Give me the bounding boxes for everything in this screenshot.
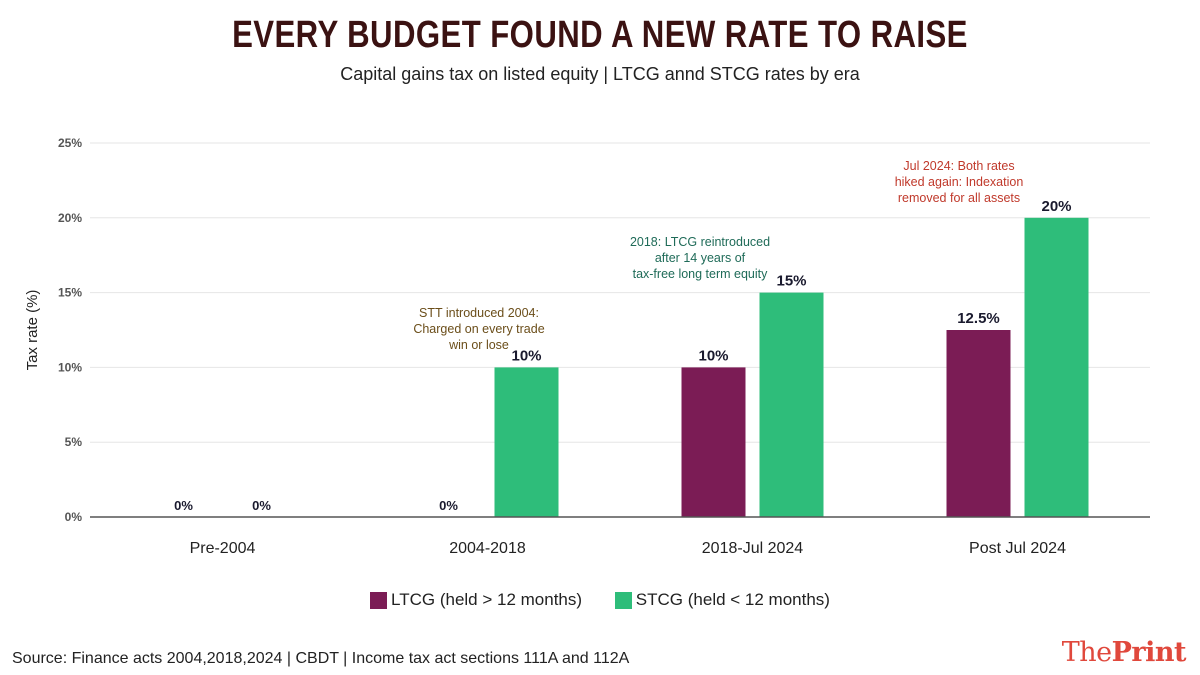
x-tick-label: 2004-2018 [449,540,526,557]
data-label: 0% [174,498,193,513]
legend-item-ltcg: LTCG (held > 12 months) [370,590,582,610]
y-tick-label: 25% [58,136,82,150]
data-label: 20% [1041,198,1071,215]
bar-stcg [494,367,559,517]
annotation-line: tax-free long term equity [633,267,769,281]
annotation-line: Jul 2024: Both rates [903,159,1014,173]
y-tick-label: 20% [58,211,82,225]
legend-swatch-ltcg [370,591,388,609]
x-tick-label: Post Jul 2024 [969,540,1066,557]
x-tick-label: Pre-2004 [190,540,256,557]
chart-title: EVERY BUDGET FOUND A NEW RATE TO RAISE [232,14,968,56]
source-note: Source: Finance acts 2004,2018,2024 | CB… [12,650,630,667]
bar-ltcg [946,330,1011,517]
bar-stcg [759,292,824,517]
brand-logo: ThePrint [1061,637,1187,668]
y-tick-label: 10% [58,360,82,374]
logo-the: The [1061,637,1112,668]
annotation-line: hiked again: Indexation [895,175,1024,189]
x-tick-label: 2018-Jul 2024 [702,540,804,557]
data-label: 0% [252,498,271,513]
y-tick-label: 5% [65,435,83,449]
data-label: 12.5% [957,310,1000,327]
chart-subtitle: Capital gains tax on listed equity | LTC… [340,64,860,84]
data-label: 0% [439,498,458,513]
annotation-line: after 14 years of [655,251,746,265]
bar-ltcg [681,367,746,517]
logo-print: Print [1111,637,1187,668]
legend: LTCG (held > 12 months) STCG (held < 12 … [0,590,1200,614]
legend-swatch-stcg [614,591,632,609]
annotation-line: STT introduced 2004: [419,306,539,320]
bar-chart: 0% 5% 10% 15% 20% 25% Tax rate (%) 0% 0% Pre-2004… [24,136,1150,557]
y-tick-label: 0% [65,510,83,524]
annotation-line: removed for all assets [898,191,1020,205]
legend-label-stcg: STCG (held < 12 months) [635,590,830,609]
legend-item-stcg: STCG (held < 12 months) [614,590,830,610]
y-axis-label: Tax rate (%) [24,290,41,371]
annotation-line: 2018: LTCG reintroduced [630,235,770,249]
legend-label-ltcg: LTCG (held > 12 months) [391,590,583,609]
data-label: 15% [776,273,806,290]
annotation-line: Charged on every trade [413,322,544,336]
data-label: 10% [698,347,728,364]
bar-stcg [1024,217,1089,518]
y-tick-label: 15% [58,286,82,300]
data-label: 10% [511,347,541,364]
annotation-line: win or lose [448,338,509,352]
